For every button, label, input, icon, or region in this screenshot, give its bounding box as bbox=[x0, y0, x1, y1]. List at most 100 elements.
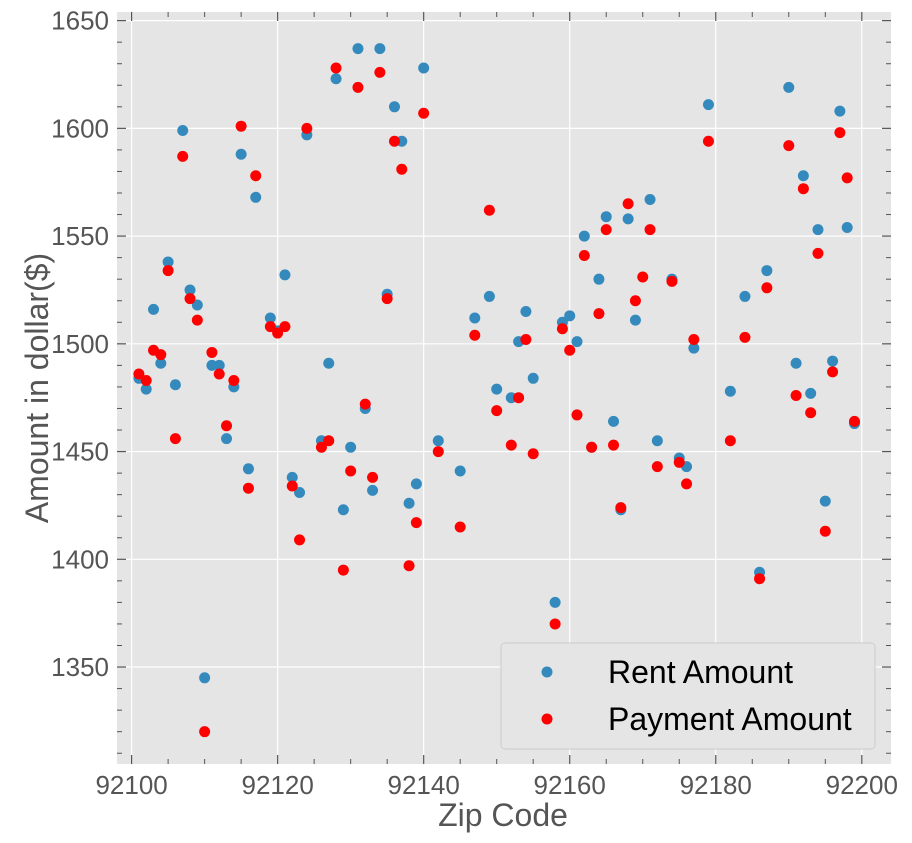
rent-point bbox=[797, 170, 809, 182]
rent-point bbox=[294, 487, 306, 499]
payment-point bbox=[644, 224, 656, 236]
rent-point bbox=[148, 303, 160, 315]
payment-point bbox=[286, 480, 298, 492]
rent-point bbox=[783, 81, 795, 93]
x-axis-label: Zip Code bbox=[438, 797, 568, 833]
x-tick-label: 92140 bbox=[388, 770, 460, 800]
x-tick-label: 92160 bbox=[534, 770, 606, 800]
rent-point bbox=[279, 269, 291, 281]
payment-point bbox=[564, 344, 576, 356]
payment-point bbox=[491, 405, 503, 417]
rent-point bbox=[330, 73, 342, 85]
rent-point bbox=[622, 213, 634, 225]
y-tick-label: 1500 bbox=[51, 329, 109, 359]
payment-point bbox=[301, 122, 313, 134]
axis-ticks bbox=[117, 12, 891, 764]
payment-point bbox=[841, 172, 853, 184]
payment-point bbox=[520, 334, 532, 346]
payment-point bbox=[834, 127, 846, 139]
payment-point bbox=[637, 271, 649, 283]
payment-point bbox=[228, 374, 240, 386]
rent-point bbox=[761, 265, 773, 277]
rent-point bbox=[644, 193, 656, 205]
payment-point bbox=[571, 409, 583, 421]
payment-point bbox=[403, 560, 415, 572]
rent-point bbox=[323, 357, 335, 369]
payment-point bbox=[184, 293, 196, 305]
payment-point bbox=[513, 392, 525, 404]
rent-point bbox=[608, 415, 620, 427]
payment-point bbox=[367, 471, 379, 483]
payment-point bbox=[432, 446, 444, 458]
payment-point bbox=[527, 448, 539, 460]
y-tick-label: 1650 bbox=[51, 6, 109, 36]
payment-point bbox=[374, 66, 386, 78]
payment-point bbox=[454, 521, 466, 533]
rent-point bbox=[702, 99, 714, 111]
payment-point bbox=[294, 534, 306, 546]
rent-point bbox=[213, 359, 225, 371]
payment-point bbox=[337, 564, 349, 576]
payment-point bbox=[191, 314, 203, 326]
rent-point bbox=[578, 230, 590, 242]
payment-point bbox=[272, 327, 284, 339]
payment-point bbox=[702, 135, 714, 147]
rent-point bbox=[834, 105, 846, 117]
rent-point bbox=[571, 336, 583, 348]
payment-point bbox=[381, 293, 393, 305]
y-tick-label: 1450 bbox=[51, 437, 109, 467]
rent-point bbox=[805, 387, 817, 399]
legend-marker-payment bbox=[541, 713, 553, 725]
payment-point bbox=[213, 368, 225, 380]
rent-point bbox=[520, 306, 532, 318]
payment-point bbox=[162, 265, 174, 277]
payment-point bbox=[396, 163, 408, 175]
payment-point bbox=[593, 308, 605, 320]
payment-point bbox=[169, 433, 181, 445]
rent-point bbox=[345, 441, 357, 453]
y-tick-label: 1550 bbox=[51, 221, 109, 251]
rent-point bbox=[235, 148, 247, 160]
rent-point bbox=[593, 273, 605, 285]
rent-point bbox=[812, 224, 824, 236]
payment-point bbox=[221, 420, 233, 432]
rent-point bbox=[739, 290, 751, 302]
payment-point bbox=[556, 323, 568, 335]
rent-point bbox=[432, 435, 444, 447]
payment-point bbox=[323, 435, 335, 447]
payment-point bbox=[155, 349, 167, 361]
rent-point bbox=[483, 290, 495, 302]
rent-point bbox=[410, 478, 422, 490]
payment-point bbox=[578, 249, 590, 261]
rent-point bbox=[418, 62, 430, 74]
payment-point bbox=[761, 282, 773, 294]
payment-point bbox=[600, 224, 612, 236]
rent-point bbox=[629, 314, 641, 326]
payment-point bbox=[140, 374, 152, 386]
rent-point bbox=[388, 101, 400, 113]
x-tick-label: 92200 bbox=[826, 770, 898, 800]
y-tick-label: 1600 bbox=[51, 113, 109, 143]
rent-point bbox=[191, 299, 203, 311]
rent-point bbox=[403, 497, 415, 509]
data-points bbox=[133, 43, 860, 738]
payment-point bbox=[790, 390, 802, 402]
payment-point bbox=[688, 334, 700, 346]
payment-point bbox=[827, 366, 839, 378]
rent-point bbox=[841, 221, 853, 233]
y-tick-label: 1400 bbox=[51, 544, 109, 574]
rent-point bbox=[564, 310, 576, 322]
payment-point bbox=[469, 329, 481, 341]
payment-point bbox=[819, 525, 831, 537]
payment-point bbox=[388, 135, 400, 147]
rent-point bbox=[790, 357, 802, 369]
rent-point bbox=[140, 383, 152, 395]
rent-point bbox=[242, 463, 254, 475]
rent-point bbox=[250, 191, 262, 203]
rent-point bbox=[264, 312, 276, 324]
rent-point bbox=[549, 596, 561, 608]
payment-point bbox=[315, 441, 327, 453]
rent-point bbox=[491, 383, 503, 395]
grid-lines bbox=[117, 12, 891, 764]
payment-point bbox=[133, 368, 145, 380]
